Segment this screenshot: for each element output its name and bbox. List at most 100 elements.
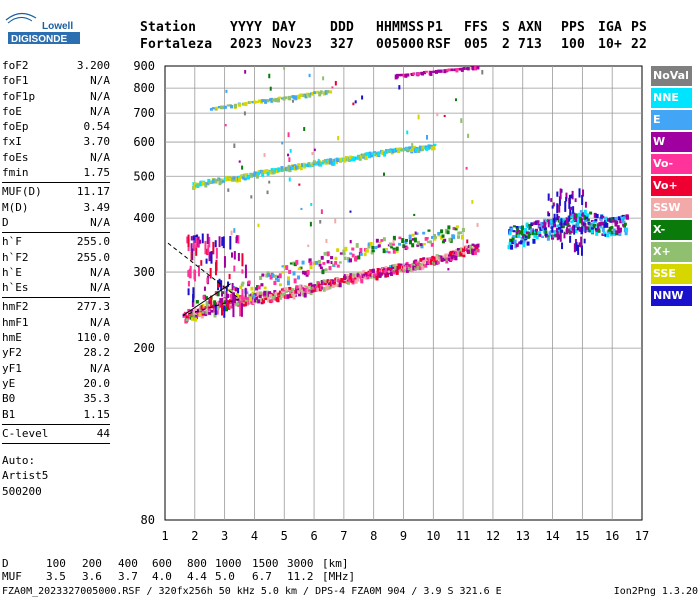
echo-point: [239, 303, 242, 317]
echo-point: [225, 306, 229, 312]
echo-point: [455, 250, 459, 256]
echo-point: [472, 66, 476, 71]
param-name: yE: [2, 376, 16, 390]
echo-point: [585, 216, 589, 220]
echo-point: [241, 165, 244, 170]
echo-point: [625, 214, 629, 217]
echo-point: [442, 256, 446, 262]
header-label: Station: [140, 20, 197, 35]
echo-point: [582, 224, 586, 229]
header-value: Fortaleza: [140, 37, 213, 52]
echo-point: [230, 305, 234, 309]
echo-point: [211, 301, 215, 304]
echo-point: [217, 302, 221, 307]
echo-point: [194, 269, 197, 282]
echo-point: [551, 234, 555, 240]
legend-item: E: [651, 110, 692, 130]
echo-point: [391, 243, 395, 246]
echo-point: [287, 132, 290, 138]
echo-point: [386, 272, 390, 278]
echo-point: [247, 280, 251, 285]
echo-point: [241, 281, 245, 285]
echo-point: [217, 105, 221, 109]
echo-point: [288, 286, 292, 290]
echo-point: [583, 209, 587, 215]
echo-point: [257, 299, 261, 304]
echo-point: [438, 256, 442, 260]
echo-point: [190, 236, 193, 241]
echo-point: [306, 92, 310, 97]
echo-point: [450, 255, 454, 260]
param-name: foF1: [2, 74, 29, 88]
echo-point: [576, 226, 580, 231]
echo-point: [618, 227, 622, 232]
echo-point: [332, 264, 336, 268]
echo-point: [589, 225, 593, 230]
echo-point: [324, 161, 328, 165]
echo-point: [221, 180, 225, 183]
echo-point: [233, 143, 236, 149]
x-tick-label: 10: [426, 529, 440, 543]
echo-point: [544, 230, 548, 235]
echo-point: [589, 211, 593, 215]
echo-point: [243, 297, 247, 301]
echo-point: [318, 263, 322, 267]
echo-point: [448, 237, 452, 242]
echo-point: [322, 279, 326, 282]
echo-point: [270, 299, 274, 303]
echo-point: [617, 216, 621, 221]
echo-point: [308, 284, 312, 289]
echo-point: [205, 258, 208, 264]
echo-point: [430, 242, 434, 247]
echo-point: [188, 268, 191, 279]
profile-line: [182, 283, 231, 316]
echo-point: [437, 233, 441, 237]
echo-point: [287, 276, 291, 281]
echo-point: [552, 230, 556, 234]
echo-point: [248, 296, 252, 302]
echo-point: [602, 231, 606, 235]
echo-point: [569, 227, 573, 231]
echo-point: [347, 256, 351, 261]
echo-point: [612, 217, 616, 220]
echo-point: [213, 300, 217, 306]
distance-label: D: [2, 557, 9, 570]
echo-point: [302, 93, 306, 98]
echo-point: [575, 219, 579, 224]
echo-point: [411, 233, 415, 237]
echo-point: [458, 67, 462, 71]
echo-point: [259, 291, 263, 295]
echo-point: [219, 179, 223, 184]
echo-point: [388, 149, 392, 153]
echo-point: [363, 273, 367, 277]
echo-point: [618, 231, 622, 237]
echo-point: [590, 227, 594, 230]
echo-point: [267, 297, 271, 303]
param-name: yF1: [2, 361, 22, 375]
param-value: 20.0: [83, 376, 111, 390]
param-name: foF2: [2, 59, 29, 72]
echo-point: [336, 264, 340, 268]
param-name: B0: [2, 392, 16, 406]
echo-point: [431, 235, 435, 239]
echo-point: [222, 236, 225, 249]
echo-point: [432, 145, 436, 151]
echo-point: [320, 209, 323, 215]
echo-point: [553, 231, 557, 236]
legend-item: Vo-: [651, 154, 692, 174]
echo-point: [433, 233, 437, 238]
param-name: foE: [2, 104, 22, 118]
echo-point: [248, 301, 252, 304]
echo-point: [232, 302, 236, 306]
echo-point: [578, 212, 582, 218]
echo-point: [229, 236, 232, 250]
echo-point: [337, 278, 341, 283]
echo-point: [334, 261, 338, 265]
echo-point: [575, 241, 578, 252]
echo-point: [239, 285, 243, 290]
legend-item: X+: [651, 242, 692, 262]
echo-point: [187, 270, 190, 277]
echo-point: [286, 294, 290, 299]
echo-point: [577, 244, 580, 255]
y-tick-label: 800: [133, 81, 155, 95]
